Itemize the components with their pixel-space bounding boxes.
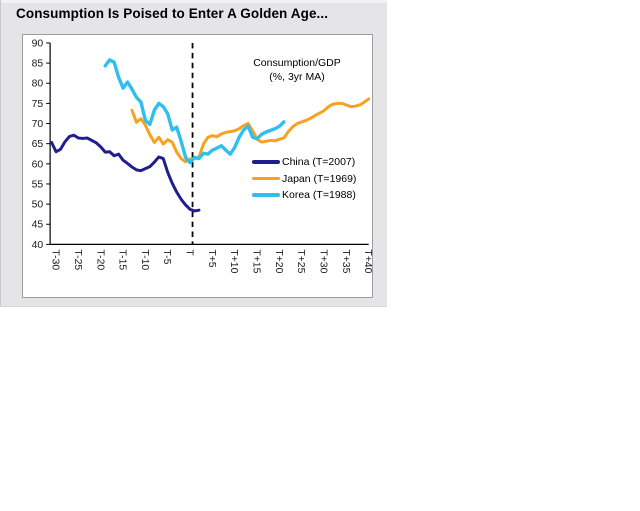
svg-text:T+35: T+35: [340, 249, 351, 273]
svg-text:T+20: T+20: [273, 249, 284, 273]
svg-text:T+40: T+40: [362, 249, 372, 273]
svg-text:70: 70: [32, 119, 44, 130]
panel-top-strip: [1, 0, 387, 3]
svg-text:T-20: T-20: [94, 249, 105, 270]
annotation-line-2: (%, 3yr MA): [269, 71, 325, 83]
china-line-swatch: [252, 160, 280, 164]
chart-legend: China (T=2007) Japan (T=1969) Korea (T=1…: [252, 154, 356, 203]
chart-widget-panel: Consumption Is Poised to Enter A Golden …: [0, 0, 387, 307]
svg-text:40: 40: [32, 240, 44, 251]
line-chart: 40 45 50 55 60 65 70 75 80 85 90 T-30 T-25 T-20 T-15 T-…: [32, 38, 372, 273]
legend-label-korea: Korea (T=1988): [282, 188, 356, 201]
korea-line-swatch: [252, 193, 280, 197]
svg-text:45: 45: [32, 220, 44, 231]
legend-item-japan: Japan (T=1969): [252, 170, 356, 186]
svg-text:T-15: T-15: [117, 249, 128, 270]
svg-text:T-25: T-25: [72, 249, 83, 270]
svg-text:50: 50: [32, 200, 44, 211]
svg-text:65: 65: [32, 139, 44, 150]
svg-text:60: 60: [32, 159, 44, 170]
svg-text:T-10: T-10: [139, 249, 150, 270]
svg-text:T: T: [184, 249, 195, 256]
legend-item-china: China (T=2007): [252, 154, 356, 170]
chart-title: Consumption Is Poised to Enter A Golden …: [16, 6, 329, 21]
svg-text:90: 90: [32, 38, 44, 49]
legend-label-japan: Japan (T=1969): [282, 172, 357, 185]
annotation-line-1: Consumption/GDP: [253, 57, 341, 69]
svg-text:T+5: T+5: [206, 249, 217, 267]
svg-text:75: 75: [32, 99, 44, 110]
svg-text:85: 85: [32, 59, 44, 70]
svg-text:T+10: T+10: [228, 249, 239, 273]
svg-text:T+30: T+30: [318, 249, 329, 273]
svg-text:T+25: T+25: [295, 249, 306, 273]
svg-text:T-30: T-30: [50, 249, 61, 270]
svg-text:55: 55: [32, 179, 44, 190]
svg-text:T+15: T+15: [251, 249, 262, 273]
svg-text:T-5: T-5: [161, 249, 172, 264]
chart-card: 40 45 50 55 60 65 70 75 80 85 90 T-30 T-25 T-20 T-15 T-…: [22, 34, 373, 298]
chart-annotation: Consumption/GDP (%, 3yr MA): [232, 56, 362, 84]
legend-item-korea: Korea (T=1988): [252, 187, 356, 203]
legend-label-china: China (T=2007): [282, 156, 356, 169]
japan-line-swatch: [252, 176, 280, 181]
svg-text:80: 80: [32, 79, 44, 90]
